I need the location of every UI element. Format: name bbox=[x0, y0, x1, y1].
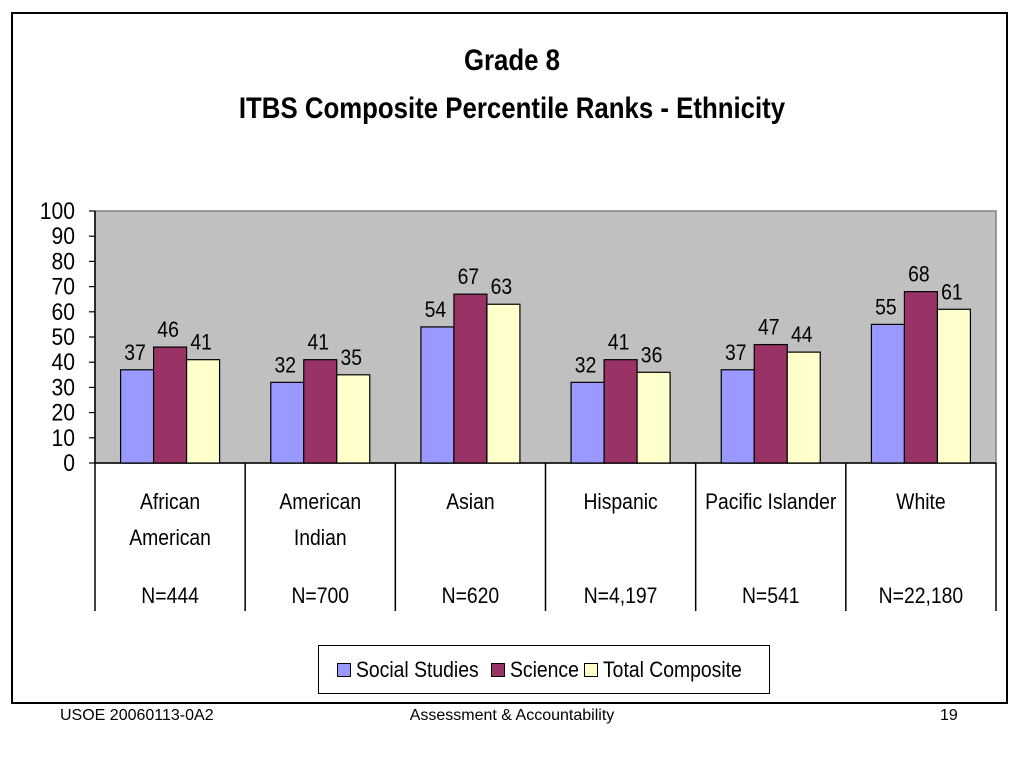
y-tick-label-100: 100 bbox=[40, 198, 75, 225]
chart-subtitle: ITBS Composite Percentile Ranks - Ethnic… bbox=[238, 92, 786, 125]
legend-label-total-composite: Total Composite bbox=[603, 656, 743, 682]
bar-social-studies-3 bbox=[570, 381, 605, 464]
legend-item-science: Science bbox=[491, 656, 580, 683]
data-label-1-2: 67 bbox=[458, 265, 480, 289]
bar-science-4 bbox=[753, 343, 788, 464]
y-tick-label-80: 80 bbox=[52, 248, 75, 275]
category-n-4: N=541 bbox=[742, 584, 800, 608]
bar-social-studies-1 bbox=[270, 381, 305, 464]
y-tick-label-0: 0 bbox=[63, 450, 75, 477]
x-tick-label-0-1: American bbox=[129, 526, 211, 550]
bar-science-2 bbox=[453, 293, 488, 464]
plot-area bbox=[94, 210, 997, 464]
bar-total-composite-0 bbox=[185, 359, 221, 464]
chart-title: Grade 8 bbox=[463, 44, 561, 77]
legend-swatch-total-composite bbox=[584, 662, 599, 677]
legend-swatch-science bbox=[491, 662, 506, 677]
bar-total-composite-1 bbox=[336, 374, 371, 464]
legend-item-total-composite: Total Composite bbox=[584, 657, 751, 683]
footer-document-id: USOE 20060113-0A2 bbox=[60, 707, 214, 724]
category-n-3: N=4,197 bbox=[584, 584, 658, 608]
data-label-1-5: 68 bbox=[908, 263, 930, 287]
y-tick-label-10: 10 bbox=[52, 425, 75, 452]
y-tick-label-60: 60 bbox=[52, 299, 75, 326]
legend-swatch-social-studies bbox=[336, 662, 351, 677]
y-tick-label-90: 90 bbox=[52, 223, 75, 250]
x-tick-label-3-0: Hispanic bbox=[583, 490, 657, 514]
bar-total-composite-5 bbox=[936, 308, 972, 464]
bar-science-1 bbox=[303, 359, 338, 464]
data-label-1-3: 41 bbox=[608, 331, 630, 355]
y-tick-label-50: 50 bbox=[52, 324, 75, 351]
bar-science-3 bbox=[603, 359, 638, 464]
chart-legend: Social Studies Science Total Composite bbox=[318, 645, 770, 694]
legend-label-social-studies: Social Studies bbox=[355, 656, 479, 682]
category-n-2: N=620 bbox=[442, 584, 500, 608]
bar-total-composite-4 bbox=[786, 351, 821, 464]
data-label-2-3: 36 bbox=[641, 343, 663, 367]
y-tick-label-40: 40 bbox=[52, 349, 75, 376]
slide-frame bbox=[11, 12, 1008, 704]
legend-item-social-studies: Social Studies bbox=[336, 656, 485, 683]
x-tick-label-1-0: American bbox=[279, 490, 361, 514]
footer-page-number: 19 bbox=[940, 707, 958, 724]
data-label-2-2: 63 bbox=[491, 275, 513, 299]
x-tick-label-2-0: Asian bbox=[446, 490, 494, 514]
x-tick-label-4-0: Pacific Islander bbox=[705, 490, 836, 514]
x-tick-label-0-0: African bbox=[140, 490, 200, 514]
bar-social-studies-0 bbox=[119, 369, 155, 464]
data-label-0-2: 54 bbox=[425, 298, 447, 322]
data-label-1-1: 41 bbox=[307, 331, 329, 355]
category-n-1: N=700 bbox=[291, 584, 349, 608]
y-tick-label-70: 70 bbox=[52, 273, 75, 300]
data-label-2-4: 44 bbox=[791, 323, 813, 347]
category-n-5: N=22,180 bbox=[879, 584, 963, 608]
bar-social-studies-4 bbox=[720, 369, 755, 464]
data-label-2-1: 35 bbox=[340, 346, 362, 370]
data-label-2-5: 61 bbox=[941, 280, 963, 304]
footer-department: Assessment & Accountability bbox=[409, 707, 615, 724]
bar-social-studies-2 bbox=[420, 326, 455, 464]
category-n-0: N=444 bbox=[141, 584, 199, 608]
bar-total-composite-3 bbox=[636, 371, 671, 464]
bar-science-5 bbox=[903, 291, 939, 464]
bar-science-0 bbox=[152, 346, 188, 464]
data-label-1-4: 47 bbox=[758, 315, 780, 339]
legend-label-science: Science bbox=[510, 656, 580, 682]
data-label-0-0: 37 bbox=[124, 341, 146, 365]
data-label-0-4: 37 bbox=[725, 341, 747, 365]
data-label-0-1: 32 bbox=[274, 353, 296, 377]
bar-total-composite-2 bbox=[486, 303, 521, 464]
data-label-2-0: 41 bbox=[190, 331, 212, 355]
data-label-0-3: 32 bbox=[575, 353, 597, 377]
x-tick-label-1-1: Indian bbox=[294, 526, 347, 550]
x-tick-label-5-0: White bbox=[896, 490, 945, 514]
bar-social-studies-5 bbox=[870, 323, 906, 464]
data-label-0-5: 55 bbox=[875, 295, 897, 319]
y-tick-label-30: 30 bbox=[52, 374, 75, 401]
data-label-1-0: 46 bbox=[157, 318, 179, 342]
y-tick-label-20: 20 bbox=[52, 399, 75, 426]
